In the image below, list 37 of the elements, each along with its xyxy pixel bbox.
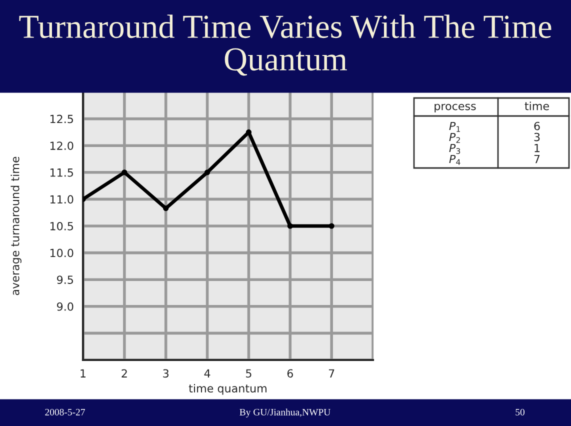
y-tick-label: 11.0	[50, 195, 74, 204]
text: time	[524, 102, 549, 110]
point	[122, 170, 128, 176]
text: P$_{4}$	[449, 154, 460, 165]
y-tick-label: 12.5	[50, 114, 73, 124]
text: P$_{1}$	[449, 122, 460, 132]
x-tick-label: 4	[204, 369, 210, 378]
text: P$_{2}$	[449, 132, 460, 143]
chart-title: Turnaround Time Varies With The Time Quantum	[19, 14, 552, 76]
text: 3	[456, 148, 460, 154]
point	[163, 206, 169, 212]
x-axis-title: time quantum	[188, 384, 266, 395]
x-tick-label: 2	[122, 369, 127, 378]
point	[287, 223, 293, 229]
x-tick-label: 6	[287, 369, 293, 378]
text: process	[434, 104, 476, 112]
y-tick-label: 11.5	[50, 168, 73, 177]
y-axis-title: average turnaround time	[10, 156, 22, 296]
y-tick-label: 9.0	[57, 302, 74, 311]
text: 6	[534, 122, 540, 130]
point	[328, 223, 334, 229]
text: P	[449, 144, 456, 152]
x-tick-label: 5	[246, 369, 252, 378]
text: 2008-5-27	[45, 408, 85, 416]
text: 1	[534, 144, 540, 152]
point	[204, 170, 210, 176]
text: By GU/Jianhua,NWPU	[240, 408, 330, 418]
text: 7	[534, 154, 540, 164]
y-tick-label: 12.0	[50, 142, 74, 150]
y-tick-label: 10.0	[50, 248, 74, 258]
x-tick-label: 7	[328, 369, 334, 378]
y-tick-label: 10.5	[50, 222, 73, 230]
x-tick-label: 3	[163, 369, 168, 378]
text: 50	[516, 408, 524, 416]
text: 3	[534, 132, 540, 142]
y-tick-label: 9.5	[57, 276, 73, 284]
x-tick-label: 1	[80, 369, 86, 378]
